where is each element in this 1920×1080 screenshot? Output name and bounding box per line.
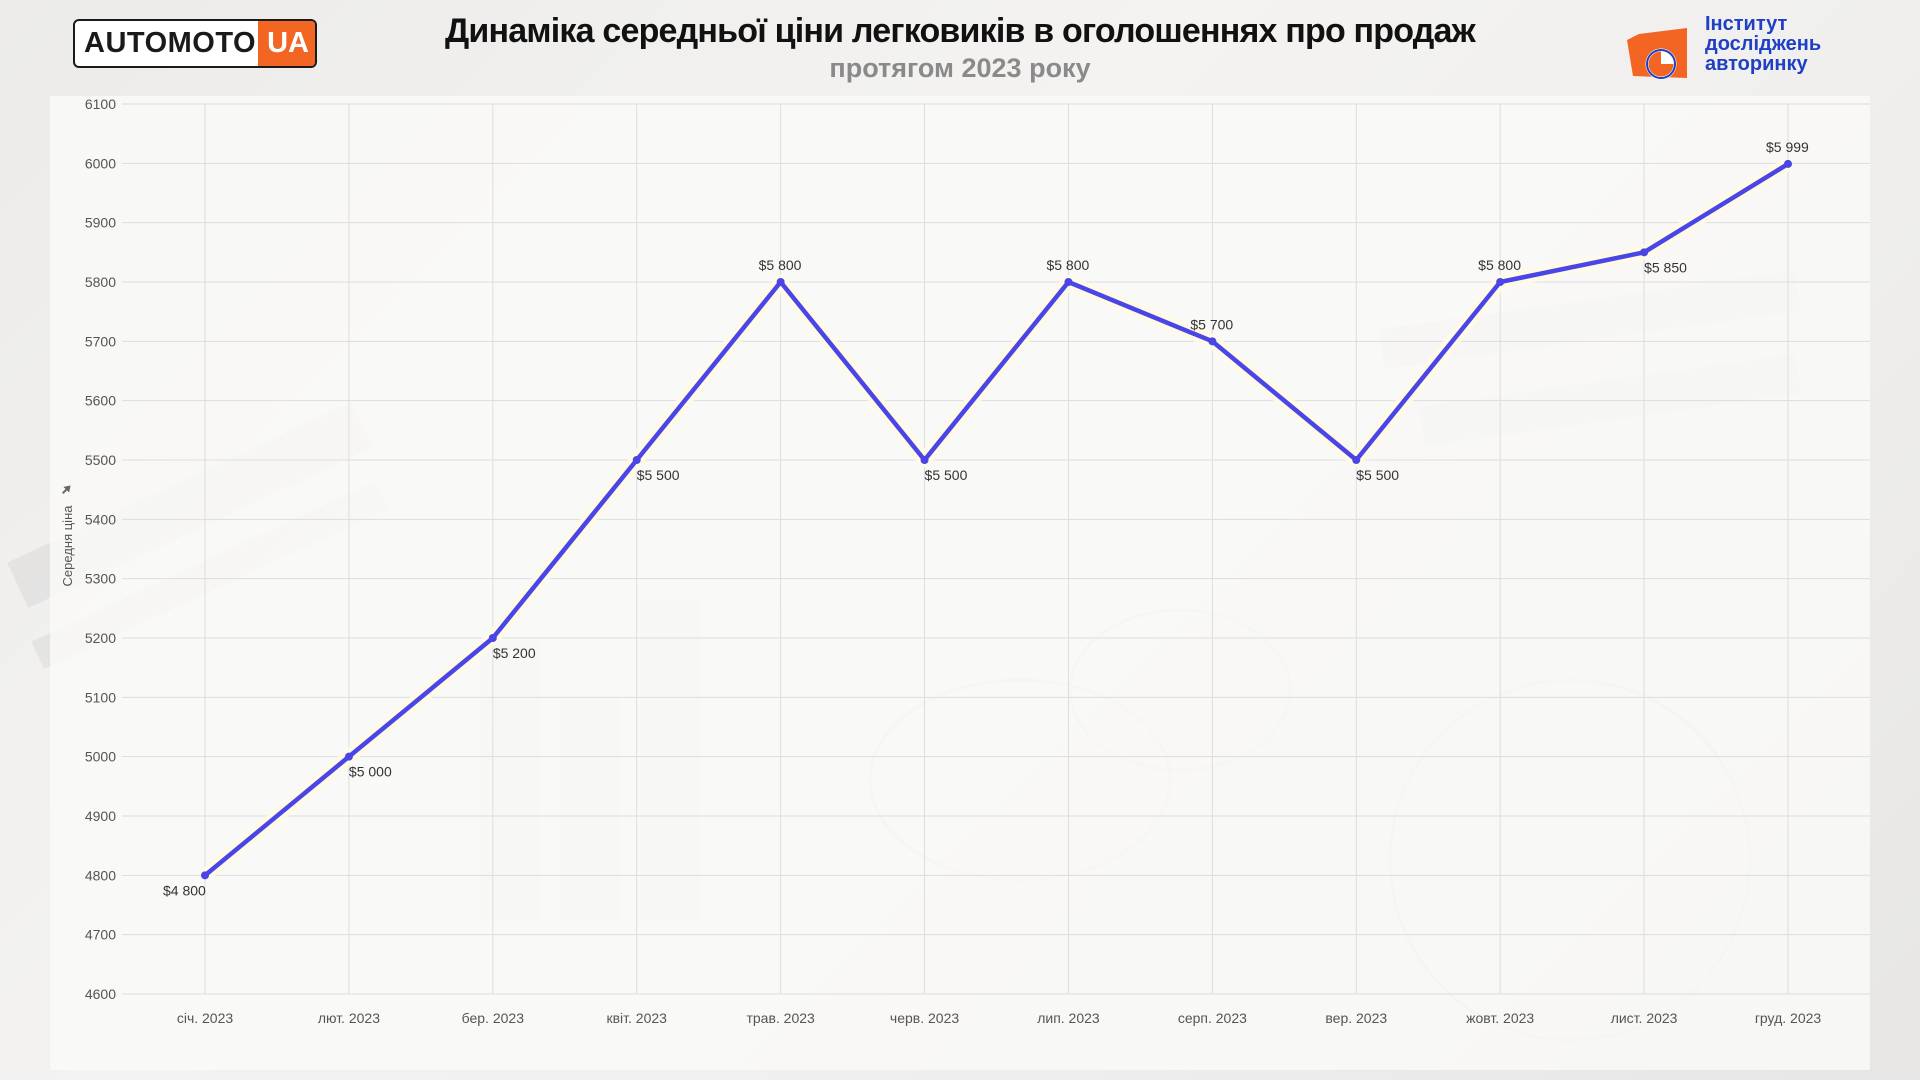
x-tick-label: лип. 2023 [1037, 1010, 1100, 1026]
y-tick-label: 5900 [85, 215, 116, 231]
y-tick-label: 4900 [85, 808, 116, 824]
institute-emblem-icon [1627, 28, 1687, 80]
x-tick-label: серп. 2023 [1178, 1010, 1247, 1026]
y-tick-label: 5400 [85, 511, 116, 527]
y-axis-title: Середня ціна [60, 505, 75, 587]
pin-icon [62, 485, 71, 494]
data-point[interactable] [1496, 278, 1505, 286]
data-label: $5 000 [349, 764, 392, 780]
line-chart: 4600 4700 4800 4900 5000 5100 5200 5300 5400 5500… [60, 96, 1870, 1026]
automoto-ua-logo: AUTOMOTO UA [73, 19, 317, 68]
logo-line-3: авторинку [1705, 53, 1808, 75]
x-tick-label: лют. 2023 [318, 1010, 380, 1026]
data-label: $5 800 [1478, 257, 1521, 273]
series-line-group [200, 157, 1792, 881]
chart-subtitle: протягом 2023 року [829, 53, 1091, 83]
x-tick-label: квіт. 2023 [606, 1010, 667, 1026]
data-label: $5 700 [1190, 316, 1233, 332]
y-tick-label: 5100 [85, 689, 116, 705]
logo-text-automoto: AUTOMOTO [84, 27, 257, 59]
y-tick-label: 6000 [85, 155, 116, 171]
x-tick-label: черв. 2023 [890, 1010, 959, 1026]
x-tick-label: груд. 2023 [1755, 1010, 1822, 1026]
institute-logo-text: Інститут досліджень авторинку [1705, 14, 1821, 74]
y-tick-label: 5800 [85, 274, 116, 290]
data-point[interactable] [1352, 456, 1361, 464]
x-tick-label: жовт. 2023 [1466, 1010, 1534, 1026]
data-point[interactable] [632, 456, 641, 464]
y-tick-label: 5200 [85, 630, 116, 646]
data-label: $5 999 [1766, 139, 1809, 155]
data-point[interactable] [1208, 337, 1217, 346]
data-point[interactable] [1784, 159, 1792, 168]
logo-line-2: досліджень [1705, 33, 1822, 55]
y-tick-label: 4700 [85, 927, 116, 943]
auto-market-institute-logo: Інститут досліджень авторинку [1625, 14, 1915, 84]
data-point[interactable] [1640, 248, 1649, 257]
data-label: $5 850 [1644, 259, 1687, 275]
data-label: $5 500 [637, 467, 680, 483]
chart-title: Динаміка середньої ціни легковиків в ого… [445, 12, 1476, 50]
y-tick-label: 5500 [85, 452, 116, 468]
y-tick-label: 5600 [85, 393, 116, 409]
data-label: $5 800 [1046, 257, 1089, 273]
y-tick-label: 4600 [85, 986, 116, 1002]
x-axis-ticks: січ. 2023 лют. 2023 бер. 2023 квіт. 2023 тра… [177, 1010, 1822, 1026]
logo-line-1: Інститут [1705, 13, 1788, 35]
y-axis-label-group: Середня ціна [60, 485, 75, 587]
data-label: $5 500 [925, 467, 968, 483]
y-tick-label: 6100 [85, 96, 116, 112]
data-label: $4 800 [163, 882, 206, 898]
data-label: $5 800 [759, 257, 802, 273]
x-tick-label: трав. 2023 [746, 1010, 815, 1026]
y-tick-label: 5300 [85, 571, 116, 587]
data-label: $5 200 [493, 645, 536, 661]
x-tick-label: вер. 2023 [1325, 1010, 1387, 1026]
data-point[interactable] [488, 634, 497, 642]
chart-panel: 4600 4700 4800 4900 5000 5100 5200 5300 5400 5500… [50, 96, 1870, 1070]
y-tick-label: 5700 [85, 333, 116, 349]
series-line [203, 162, 1790, 878]
data-label: $5 500 [1356, 467, 1399, 483]
y-tick-label: 4800 [85, 867, 116, 883]
data-labels: $4 800 $5 000 $5 200 $5 500 $5 800 $5 500 $5 8… [163, 139, 1809, 898]
x-tick-label: січ. 2023 [177, 1010, 234, 1026]
data-points [201, 159, 1792, 880]
x-tick-label: бер. 2023 [462, 1010, 525, 1026]
x-tick-label: лист. 2023 [1611, 1010, 1678, 1026]
data-point[interactable] [776, 278, 785, 286]
y-axis-ticks: 4600 4700 4800 4900 5000 5100 5200 5300 5400 5500… [85, 96, 116, 1002]
y-tick-label: 5000 [85, 749, 116, 765]
data-point[interactable] [344, 752, 353, 761]
logo-text-ua: UA [258, 21, 315, 66]
grid [122, 103, 1870, 995]
data-point[interactable] [920, 456, 929, 464]
data-point[interactable] [201, 871, 209, 880]
data-point[interactable] [1064, 278, 1073, 286]
